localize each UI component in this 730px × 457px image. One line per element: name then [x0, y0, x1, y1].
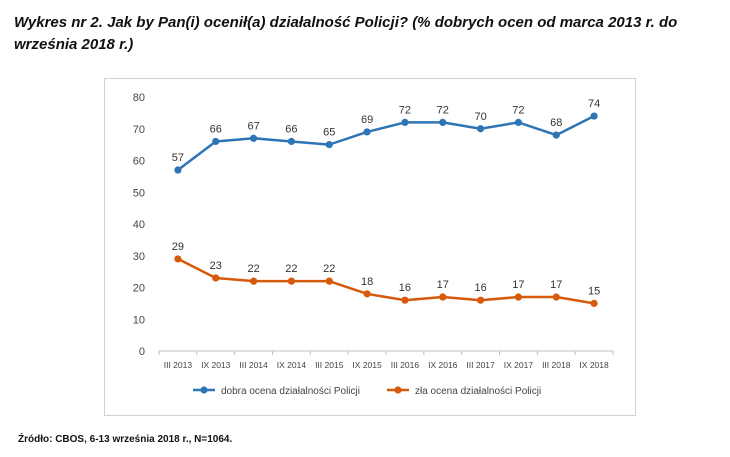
- data-label: 23: [210, 260, 222, 272]
- data-point: [249, 277, 258, 285]
- data-label: 17: [550, 279, 562, 291]
- data-point: [249, 134, 258, 142]
- data-label: 18: [361, 276, 373, 288]
- data-label: 15: [588, 285, 600, 297]
- data-point: [174, 166, 182, 174]
- data-point: [287, 137, 296, 146]
- data-point: [514, 118, 523, 126]
- data-label: 22: [285, 263, 297, 275]
- data-label: 67: [247, 120, 259, 132]
- legend-marker: [200, 386, 208, 394]
- x-tick-label: III 2016: [391, 360, 420, 370]
- data-label: 69: [361, 114, 373, 126]
- data-label: 17: [437, 279, 449, 291]
- data-label: 65: [323, 127, 335, 139]
- data-point: [212, 274, 220, 282]
- data-point: [363, 128, 371, 136]
- data-label: 70: [474, 111, 486, 123]
- data-label: 22: [323, 263, 335, 275]
- data-label: 72: [399, 104, 411, 116]
- data-point: [514, 293, 523, 301]
- data-point: [401, 296, 409, 304]
- legend-label: zła ocena działalności Policji: [415, 386, 541, 397]
- y-tick-label: 10: [133, 314, 145, 326]
- data-label: 16: [474, 282, 486, 294]
- data-point: [174, 255, 182, 263]
- data-point: [439, 118, 447, 126]
- data-point: [476, 296, 485, 304]
- x-tick-label: III 2017: [466, 360, 495, 370]
- chart-title: Wykres nr 2. Jak by Pan(i) ocenił(a) dzi…: [14, 14, 678, 53]
- x-tick-label: IX 2014: [277, 360, 307, 370]
- x-tick-label: III 2014: [239, 360, 268, 370]
- y-tick-label: 50: [133, 187, 145, 199]
- data-label: 66: [210, 123, 222, 135]
- x-tick-label: IX 2018: [579, 360, 609, 370]
- x-tick-label: III 2015: [315, 360, 344, 370]
- data-label: 17: [512, 279, 524, 291]
- source-note: Źródło: CBOS, 6-13 września 2018 r., N=1…: [18, 434, 233, 445]
- data-label: 68: [550, 117, 562, 129]
- x-tick-label: IX 2016: [428, 360, 458, 370]
- y-tick-label: 40: [133, 219, 145, 231]
- line-chart: 0 10 20 30 40 50 60 70 80 III 2013 IX 2013 III 2014…: [133, 92, 614, 397]
- data-point: [212, 137, 220, 146]
- data-label: 74: [588, 98, 600, 110]
- data-point: [476, 125, 485, 133]
- data-point: [590, 112, 598, 120]
- data-label: 22: [247, 263, 259, 275]
- data-point: [325, 141, 333, 149]
- data-point: [287, 277, 296, 285]
- chart-frame: 0 10 20 30 40 50 60 70 80 III 2013 IX 2013 III 2014…: [104, 78, 636, 416]
- data-label: 72: [437, 104, 449, 116]
- data-point: [401, 118, 409, 126]
- data-point: [325, 277, 333, 285]
- y-tick-label: 0: [139, 346, 145, 358]
- y-tick-label: 60: [133, 156, 145, 168]
- x-tick-label: III 2018: [542, 360, 571, 370]
- data-point: [552, 293, 560, 301]
- data-point: [590, 299, 598, 307]
- series-line-1: [177, 114, 595, 172]
- x-tick-label: III 2013: [164, 360, 193, 370]
- data-label: 66: [285, 123, 297, 135]
- x-tick-label: IX 2013: [201, 360, 231, 370]
- data-label: 29: [172, 241, 184, 253]
- data-point: [552, 131, 560, 139]
- y-tick-label: 80: [133, 92, 145, 104]
- data-label: 16: [399, 282, 411, 294]
- y-tick-label: 70: [133, 124, 145, 136]
- y-tick-label: 20: [133, 283, 145, 295]
- data-point: [363, 290, 371, 298]
- legend-marker: [394, 386, 402, 394]
- data-point: [439, 293, 447, 301]
- data-label: 72: [512, 104, 524, 116]
- y-tick-label: 30: [133, 251, 145, 263]
- x-tick-label: IX 2017: [504, 360, 534, 370]
- x-tick-label: IX 2015: [352, 360, 382, 370]
- series-line-2: [177, 257, 595, 305]
- data-label: 57: [172, 152, 184, 164]
- legend-label: dobra ocena działalności Policji: [221, 386, 360, 397]
